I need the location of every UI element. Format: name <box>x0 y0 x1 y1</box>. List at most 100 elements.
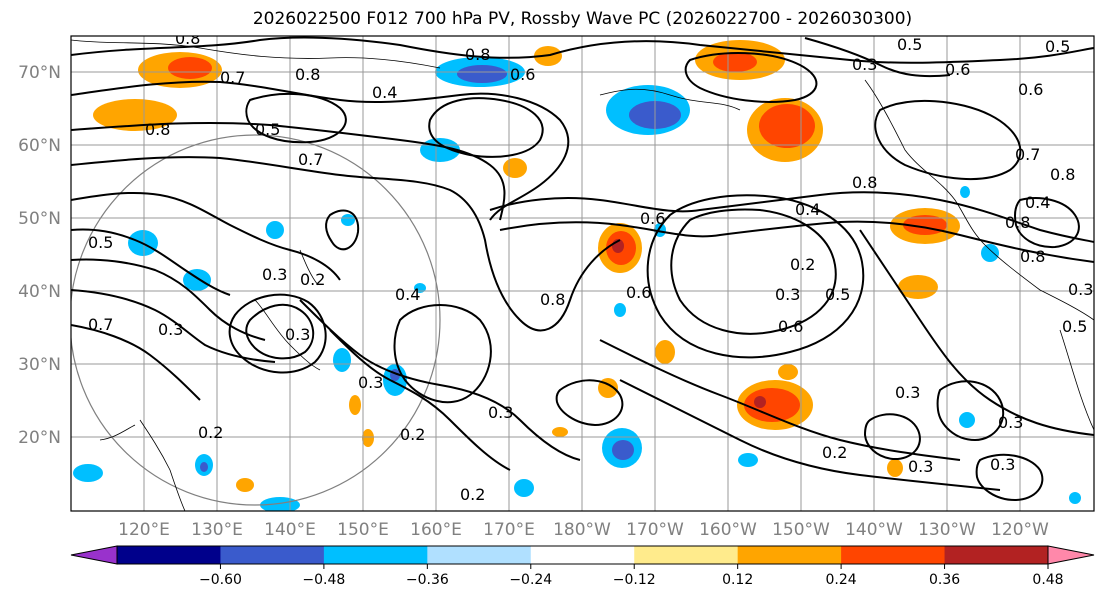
map-title: 2026022500 F012 700 hPa PV, Rossby Wave … <box>252 9 913 29</box>
contour-label: 0.8 <box>1020 247 1045 266</box>
plot-area: 0.8 0.7 0.8 0.4 0.6 0.8 0.5 0.8 0.7 0.5 … <box>71 29 1094 511</box>
contour-labels: 0.8 0.7 0.8 0.4 0.6 0.8 0.5 0.8 0.7 0.5 … <box>88 29 1093 504</box>
colorbar-tick-label: −0.60 <box>199 572 242 588</box>
lon-label-160w: 160°W <box>699 520 757 540</box>
lon-label-130w: 130°W <box>918 520 976 540</box>
contour-label: 0.2 <box>822 443 847 462</box>
colorbar-outline <box>116 545 1049 565</box>
contour-label: 0.4 <box>372 83 397 102</box>
contour-label: 0.6 <box>640 209 665 228</box>
colorbar-ticks: −0.60 −0.48 −0.36 −0.24 −0.12 0.12 0.24 0.36 0.4… <box>199 564 1064 588</box>
plot-frame <box>70 35 1095 512</box>
colorbar-box <box>220 546 325 564</box>
colorbar-tick-label: 0.12 <box>722 572 753 588</box>
contour-label: 0.2 <box>790 255 815 274</box>
lon-label-150w: 150°W <box>772 520 830 540</box>
contour-label: 0.6 <box>1018 80 1043 99</box>
colorbar-extend-low <box>70 545 118 565</box>
lat-label-20n: 20°N <box>18 428 61 448</box>
lon-label-150e: 150°E <box>337 520 389 540</box>
colorbar-box <box>427 546 532 564</box>
contour-label: 0.7 <box>1015 145 1040 164</box>
lat-label-30n: 30°N <box>18 355 61 375</box>
contour-label: 0.3 <box>262 265 287 284</box>
colorbar-extend-high <box>1047 545 1095 565</box>
contour-label: 0.5 <box>825 285 850 304</box>
region-circle <box>71 134 441 506</box>
contour-label: 0.2 <box>460 485 485 504</box>
colorbar-tick-label: −0.24 <box>509 572 552 588</box>
contour-label: 0.6 <box>510 65 535 84</box>
contour-label: 0.5 <box>1062 317 1087 336</box>
contour-label: 0.4 <box>1025 193 1050 212</box>
contour-label: 0.3 <box>1068 280 1093 299</box>
lon-label-120w: 120°W <box>991 520 1049 540</box>
colorbar-box <box>841 546 946 564</box>
contour-label: 0.5 <box>1045 37 1070 56</box>
colorbar-box <box>530 546 635 564</box>
contour-label: 0.3 <box>852 55 877 74</box>
contour-label: 0.3 <box>285 325 310 344</box>
colorbar-box <box>323 546 428 564</box>
colorbar <box>70 545 1095 565</box>
contour-label: 0.8 <box>1050 165 1075 184</box>
contour-label: 0.2 <box>400 425 425 444</box>
contour-label: 0.5 <box>897 35 922 54</box>
contour-label: 0.3 <box>990 455 1015 474</box>
contour-label: 0.3 <box>488 403 513 422</box>
contour-label: 0.7 <box>220 68 245 87</box>
contour-label: 0.8 <box>175 29 200 48</box>
latitude-labels: 70°N 60°N 50°N 40°N 30°N 20°N <box>18 63 61 448</box>
lon-label-160e: 160°E <box>410 520 462 540</box>
colorbar-tick-label: 0.48 <box>1032 572 1063 588</box>
graticule <box>71 36 1094 511</box>
contour-label: 0.8 <box>1005 213 1030 232</box>
colorbar-box <box>944 546 1049 564</box>
contour-label: 0.8 <box>852 173 877 192</box>
negative-anomaly-shading <box>73 57 1081 511</box>
colorbar-box <box>737 546 842 564</box>
lon-label-140w: 140°W <box>845 520 903 540</box>
lon-label-170w: 170°W <box>626 520 684 540</box>
contour-label: 0.3 <box>908 457 933 476</box>
contour-label: 0.6 <box>626 283 651 302</box>
lat-label-60n: 60°N <box>18 136 61 156</box>
colorbar-tick-label: −0.36 <box>406 572 449 588</box>
colorbar-box <box>634 546 739 564</box>
contour-label: 0.8 <box>465 45 490 64</box>
contour-label: 0.2 <box>198 423 223 442</box>
longitude-labels: 120°E 130°E 140°E 150°E 160°E 170°E 180°… <box>118 520 1049 540</box>
contour-label: 0.7 <box>298 150 323 169</box>
lat-label-70n: 70°N <box>18 63 61 83</box>
lat-label-50n: 50°N <box>18 209 61 229</box>
contour-label: 0.2 <box>300 270 325 289</box>
colorbar-box <box>117 546 221 564</box>
contour-label: 0.3 <box>998 413 1023 432</box>
lon-label-140e: 140°E <box>264 520 316 540</box>
contour-label: 0.3 <box>775 285 800 304</box>
lon-label-120e: 120°E <box>118 520 170 540</box>
contour-label: 0.5 <box>255 120 280 139</box>
colorbar-tick-label: 0.36 <box>929 572 960 588</box>
lat-label-40n: 40°N <box>18 282 61 302</box>
contour-label: 0.3 <box>358 373 383 392</box>
contour-label: 0.4 <box>795 200 820 219</box>
contour-label: 0.5 <box>88 233 113 252</box>
contour-label: 0.4 <box>395 285 420 304</box>
contour-label: 0.6 <box>778 317 803 336</box>
contour-label: 0.3 <box>895 383 920 402</box>
colorbar-tick-label: −0.12 <box>613 572 656 588</box>
contour-label: 0.6 <box>945 60 970 79</box>
contour-label: 0.8 <box>295 65 320 84</box>
colorbar-tick-label: 0.24 <box>826 572 857 588</box>
contour-label: 0.8 <box>145 120 170 139</box>
lon-label-170e: 170°E <box>483 520 535 540</box>
lon-label-180w: 180°W <box>553 520 611 540</box>
pv-contours <box>71 36 1094 502</box>
lon-label-130e: 130°E <box>191 520 243 540</box>
contour-label: 0.7 <box>88 315 113 334</box>
colorbar-tick-label: −0.48 <box>302 572 345 588</box>
contour-label: 0.8 <box>540 290 565 309</box>
positive-anomaly-shading <box>93 40 960 492</box>
